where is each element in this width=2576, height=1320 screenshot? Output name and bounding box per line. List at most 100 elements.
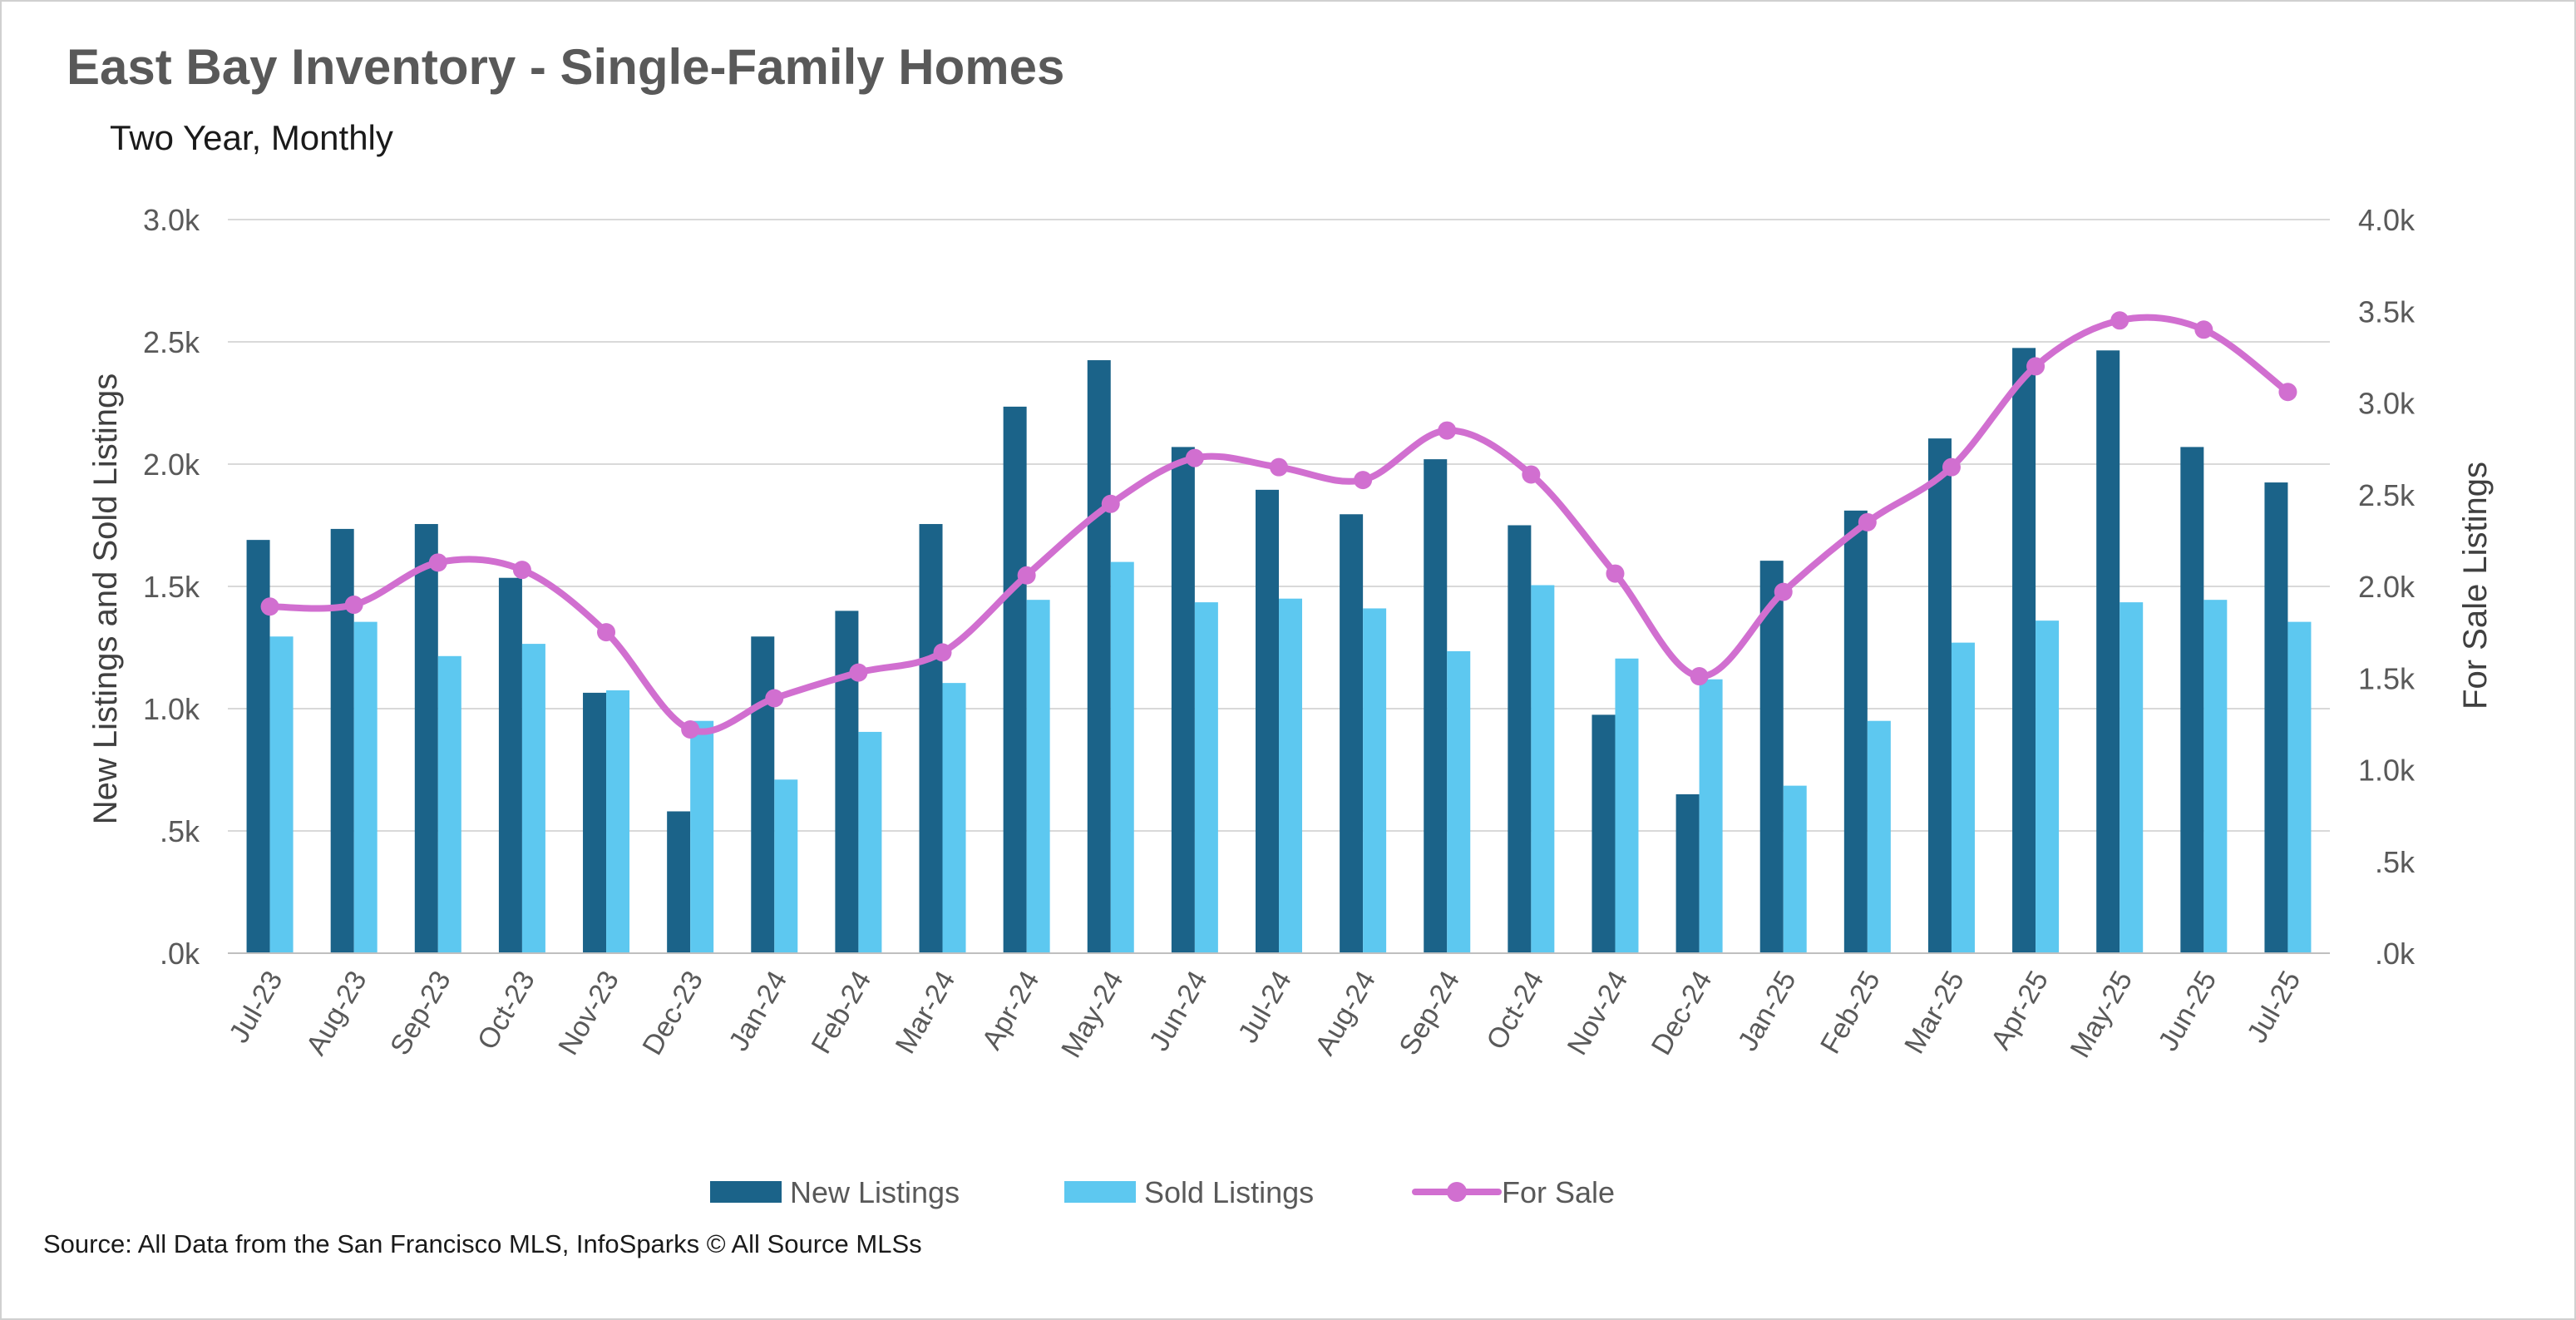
for-sale-point xyxy=(1438,421,1457,440)
y2-tick-label: 2.5k xyxy=(2358,478,2416,512)
x-tick-label: Sep-24 xyxy=(1393,966,1466,1060)
x-tick-label: May-25 xyxy=(2065,966,2139,1063)
x-tick-label: Oct-23 xyxy=(471,966,541,1055)
legend-label-new-listings: New Listings xyxy=(790,1175,960,1209)
bar-new-listings xyxy=(1087,360,1111,953)
legend-swatch-for-sale-marker xyxy=(1447,1182,1467,1202)
bar-new-listings xyxy=(414,524,438,953)
bar-sold-listings xyxy=(521,644,545,953)
bars xyxy=(246,348,2312,954)
y2-tick-label: 4.0k xyxy=(2358,203,2416,237)
bar-sold-listings xyxy=(1783,785,1807,953)
bar-new-listings xyxy=(583,692,607,953)
bar-sold-listings xyxy=(353,621,378,953)
x-tick-label: Jul-24 xyxy=(1232,966,1298,1048)
y-tick-label: 1.0k xyxy=(143,692,200,726)
y2-tick-label: 1.5k xyxy=(2358,661,2416,695)
bar-new-listings xyxy=(1340,514,1364,953)
x-tick-label: Sep-23 xyxy=(384,966,457,1060)
y-axis-label: New Listings and Sold Listings xyxy=(87,373,124,825)
x-tick-label: Dec-24 xyxy=(1646,966,1719,1060)
bar-sold-listings xyxy=(1531,585,1555,953)
y-tick-label: .5k xyxy=(160,814,200,848)
bar-new-listings xyxy=(2264,482,2288,953)
legend: New Listings Sold Listings For Sale xyxy=(710,1175,1615,1209)
for-sale-point xyxy=(344,596,363,615)
chart-subtitle: Two Year, Monthly xyxy=(110,118,393,157)
bar-sold-listings xyxy=(1194,602,1218,953)
bar-sold-listings xyxy=(606,690,630,953)
bar-new-listings xyxy=(1843,510,1868,953)
x-tick-label: Aug-23 xyxy=(300,966,373,1060)
bar-sold-listings xyxy=(269,636,294,953)
for-sale-point xyxy=(260,597,279,616)
y2-tick-label: 2.0k xyxy=(2358,570,2416,604)
bar-new-listings xyxy=(2012,348,2036,954)
y2-tick-label: 3.5k xyxy=(2358,294,2416,329)
x-tick-label: Oct-24 xyxy=(1480,966,1550,1055)
x-tick-label: Feb-25 xyxy=(1814,966,1887,1059)
bar-sold-listings xyxy=(690,720,714,953)
bar-sold-listings xyxy=(437,655,461,953)
bar-new-listings xyxy=(1591,714,1616,953)
x-tick-label: Jan-24 xyxy=(723,966,793,1056)
for-sale-point xyxy=(1690,667,1709,686)
y-tick-label: 1.5k xyxy=(143,570,200,604)
y-tick-label: 2.0k xyxy=(143,447,200,482)
bar-sold-listings xyxy=(1110,561,1134,953)
for-sale-point xyxy=(2194,320,2213,339)
for-sale-point xyxy=(428,553,447,572)
bar-new-listings xyxy=(1003,406,1027,953)
bar-new-listings xyxy=(1675,793,1700,953)
y2-tick-label: 3.0k xyxy=(2358,387,2416,421)
bar-new-listings xyxy=(1256,489,1279,953)
x-tick-label: Jul-25 xyxy=(2241,966,2307,1048)
legend-label-sold-listings: Sold Listings xyxy=(1144,1175,1314,1209)
for-sale-point xyxy=(1942,457,1961,477)
for-sale-point xyxy=(765,689,784,708)
y2-tick-label: .5k xyxy=(2375,845,2416,879)
y-tick-label: 2.5k xyxy=(143,325,200,359)
for-sale-point xyxy=(1101,494,1120,513)
legend-label-for-sale: For Sale xyxy=(1502,1175,1615,1209)
for-sale-line xyxy=(260,311,2297,739)
bar-new-listings xyxy=(1171,447,1195,953)
x-tick-label: Aug-24 xyxy=(1309,966,1382,1060)
y-tick-label: .0k xyxy=(160,937,200,971)
bar-sold-listings xyxy=(1026,600,1050,953)
for-sale-point xyxy=(1606,564,1625,583)
for-sale-point xyxy=(597,623,616,642)
for-sale-point xyxy=(1185,448,1204,467)
bar-sold-listings xyxy=(774,779,798,953)
bar-sold-listings xyxy=(1363,608,1387,953)
for-sale-point xyxy=(1354,471,1373,490)
x-tick-label: Apr-25 xyxy=(1985,966,2055,1055)
x-tick-label: Jun-25 xyxy=(2152,966,2223,1056)
x-tick-label: Nov-23 xyxy=(552,966,625,1060)
bar-sold-listings xyxy=(1867,720,1891,953)
bar-sold-listings xyxy=(2203,600,2228,953)
bar-sold-listings xyxy=(2036,620,2060,953)
for-sale-point xyxy=(1270,457,1288,477)
bar-new-listings xyxy=(2180,447,2204,953)
bar-new-listings xyxy=(1927,438,1952,953)
for-sale-point xyxy=(849,663,868,682)
bar-new-listings xyxy=(919,524,943,953)
x-tick-label: Feb-24 xyxy=(806,966,878,1059)
y-tick-label: 3.0k xyxy=(143,203,200,237)
x-tick-label: May-24 xyxy=(1055,966,1130,1063)
bar-new-listings xyxy=(330,528,354,953)
bar-new-listings xyxy=(751,636,775,953)
y2-tick-label: .0k xyxy=(2375,937,2416,971)
x-tick-label: Dec-23 xyxy=(636,966,709,1060)
bar-new-listings xyxy=(1424,459,1448,953)
bar-new-listings xyxy=(498,577,522,953)
bar-sold-listings xyxy=(858,731,882,953)
bar-new-listings xyxy=(2096,350,2120,953)
bar-sold-listings xyxy=(1279,598,1302,953)
for-sale-point xyxy=(512,561,531,580)
bar-new-listings xyxy=(835,611,859,953)
x-tick-label: Mar-24 xyxy=(890,966,962,1059)
